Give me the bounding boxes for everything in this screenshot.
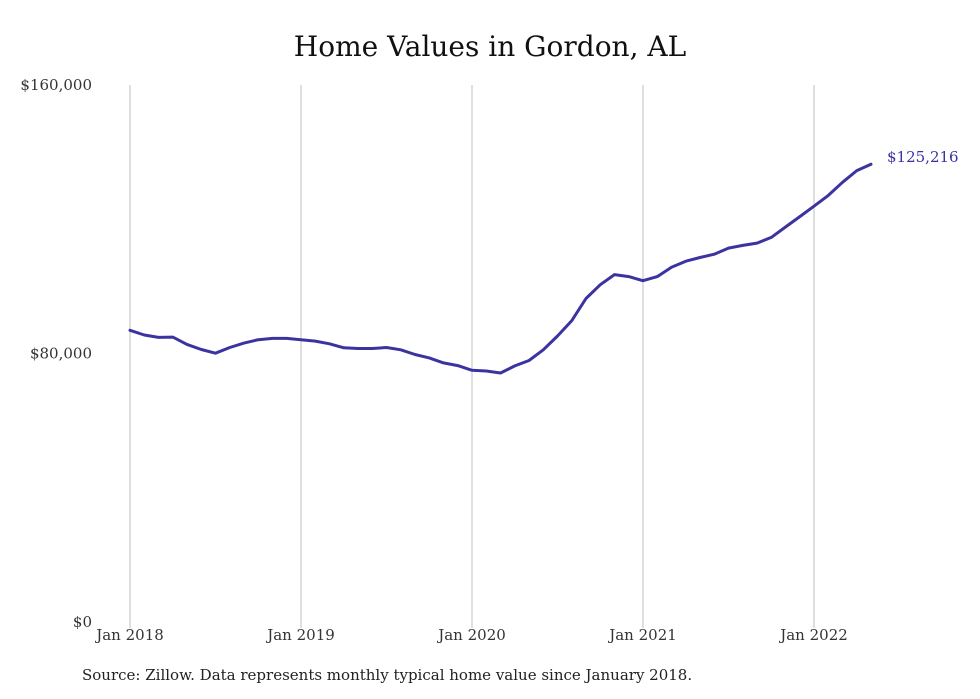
- grid-lines: [129, 85, 815, 628]
- x-tick-label: Jan 2022: [778, 626, 848, 644]
- series-line-0: [128, 162, 873, 375]
- y-tick-label: $160,000: [20, 76, 92, 94]
- x-tick-label: Jan 2018: [94, 626, 164, 644]
- end-value-label: $125,216: [887, 148, 959, 166]
- x-tick-label: Jan 2020: [436, 626, 506, 644]
- chart-title: Home Values in Gordon, AL: [293, 30, 687, 63]
- y-tick-label: $0: [73, 613, 92, 631]
- x-tick-label: Jan 2021: [607, 626, 677, 644]
- series-layer: [128, 162, 873, 375]
- source-note: Source: Zillow. Data represents monthly …: [82, 666, 693, 684]
- x-axis-ticks: Jan 2018 Jan 2019 Jan 2020 Jan 2021 Jan 2022: [94, 626, 848, 644]
- y-tick-label: $80,000: [30, 345, 92, 363]
- y-axis-ticks: $0 $80,000 $160,000: [20, 76, 92, 631]
- end-label-layer: $125,216: [887, 148, 959, 166]
- x-tick-label: Jan 2019: [265, 626, 335, 644]
